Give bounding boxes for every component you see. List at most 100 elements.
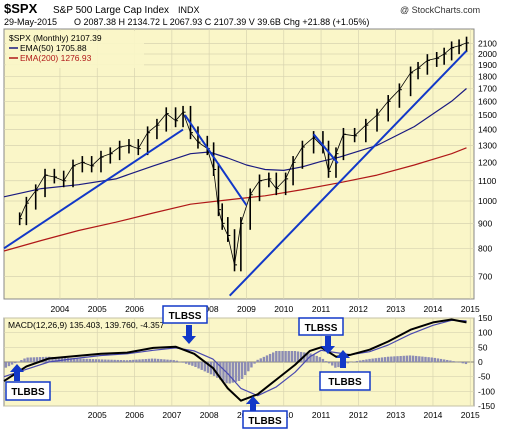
macd-y-tick-label: 100 [478, 328, 492, 338]
macd-histogram-bar [396, 356, 399, 362]
price-y-tick-label: 1600 [478, 96, 497, 106]
macd-histogram-bar [439, 358, 443, 362]
macd-histogram-bar [383, 357, 387, 362]
trendline-4 [312, 133, 339, 164]
price-x-tick-label: 2014 [424, 304, 443, 314]
macd-histogram-bar [424, 356, 427, 362]
macd-histogram-bar [418, 356, 421, 362]
macd-histogram-bar [250, 362, 253, 368]
macd-histogram-bar [175, 360, 179, 362]
price-x-tick-label: 2011 [312, 304, 331, 314]
macd-y-tick-label: -150 [478, 401, 495, 411]
macd-histogram-bar [97, 359, 101, 362]
arrow-up-icon [336, 350, 350, 368]
macd-x-tick-label: 2014 [424, 410, 443, 420]
macd-histogram-bar [73, 358, 76, 362]
macd-histogram-bar [122, 360, 126, 362]
macd-x-tick-label: 2015 [461, 410, 480, 420]
price-y-tick-label: 900 [478, 218, 492, 228]
macd-histogram-bar [449, 360, 452, 362]
price-x-tick-label: 2008 [200, 304, 219, 314]
callout-2: TLBSS [162, 305, 208, 344]
macd-histogram-bar [362, 359, 365, 362]
macd-histogram-bar [452, 361, 455, 362]
macd-histogram-bar [132, 359, 135, 362]
index-name-label: S&P 500 Large Cap Index [53, 5, 169, 16]
macd-histogram-bar [116, 359, 119, 362]
price-x-tick-label: 2012 [349, 304, 368, 314]
macd-histogram-bar [138, 359, 141, 362]
macd-x-tick-label: 2012 [349, 410, 368, 420]
macd-histogram-bar [414, 355, 418, 362]
macd-x-tick-label: 2007 [162, 410, 181, 420]
arrow-up-icon [10, 364, 24, 381]
macd-histogram-bar [231, 362, 234, 383]
price-y-tick-label: 1300 [478, 140, 497, 150]
macd-histogram-bar [135, 359, 138, 362]
symbol-label: $SPX [4, 1, 38, 16]
price-y-tick-label: 1000 [478, 196, 497, 206]
macd-histogram-bar [26, 357, 29, 362]
price-y-tick-label: 2000 [478, 49, 497, 59]
macd-histogram-bar [430, 357, 433, 362]
macd-histogram-bar [318, 357, 322, 362]
macd-y-tick-label: -100 [478, 386, 495, 396]
quote-label: O 2087.38 H 2134.72 L 2067.93 C 2107.39 … [74, 17, 369, 27]
macd-histogram-bar [101, 359, 104, 362]
price-panel [3, 28, 475, 300]
macd-histogram-bar [433, 357, 437, 362]
callout-2-label: TLBSS [169, 311, 202, 322]
macd-histogram-bar [377, 357, 381, 362]
macd-histogram-bar [216, 362, 219, 378]
price-bars-layer [18, 36, 470, 272]
macd-histogram-bar [38, 357, 42, 362]
macd-histogram-bar [85, 358, 88, 362]
macd-histogram-bar [436, 358, 440, 362]
macd-histogram-bar [209, 362, 213, 375]
macd-histogram-bar [4, 362, 8, 368]
macd-histogram-bar [194, 362, 197, 367]
macd-histogram-bar [119, 360, 123, 362]
macd-histogram-bar [203, 362, 207, 372]
price-x-tick-labels: 2004200520062007200820092010201120122013… [50, 304, 479, 314]
macd-histogram-bar [32, 357, 36, 362]
macd-histogram-bar [271, 352, 275, 362]
macd-histogram-bar [76, 358, 79, 362]
macd-histogram-bar [244, 362, 247, 376]
macd-histogram-bar [458, 362, 461, 363]
price-y-tick-label: 1900 [478, 60, 497, 70]
macd-histogram-bar [10, 362, 14, 365]
macd-histogram-bar [312, 354, 315, 362]
macd-histogram-bar [331, 362, 334, 366]
macd-histogram-bar [349, 362, 353, 363]
price-y-tick-label: 800 [478, 243, 492, 253]
macd-histogram-bar [129, 360, 132, 362]
price-x-tick-label: 2004 [50, 304, 69, 314]
macd-histogram-bar [29, 357, 32, 362]
macd-histogram-bar [23, 358, 26, 362]
arrow-down-icon [321, 336, 335, 354]
macd-histogram-bar [405, 355, 409, 362]
macd-histogram-bar [169, 359, 172, 362]
macd-y-tick-label: -50 [478, 372, 491, 382]
macd-histogram-bar [104, 359, 107, 362]
macd-histogram-bar [51, 356, 54, 362]
macd-histogram-bar [228, 362, 231, 384]
macd-histogram-bar [107, 359, 110, 362]
macd-histogram-bar [178, 361, 182, 363]
macd-lines-layer [3, 318, 467, 402]
macd-histogram-bar [125, 360, 129, 362]
macd-histogram-bar [284, 351, 287, 362]
macd-histogram-bar [82, 358, 85, 362]
macd-histogram-bar [355, 360, 359, 362]
macd-histogram-bar [327, 362, 331, 364]
macd-histogram-bar [35, 357, 39, 362]
macd-y-tick-labels: 150 100 50 0 -50 -100 -150 [478, 313, 495, 411]
macd-histogram-bar [371, 358, 374, 362]
macd-histogram-bar [352, 361, 356, 362]
arrow-down-icon [182, 325, 196, 344]
macd-histogram-bar [275, 351, 278, 362]
price-x-tick-label: 2010 [274, 304, 293, 314]
callout-3-label: TLBBS [248, 416, 282, 427]
